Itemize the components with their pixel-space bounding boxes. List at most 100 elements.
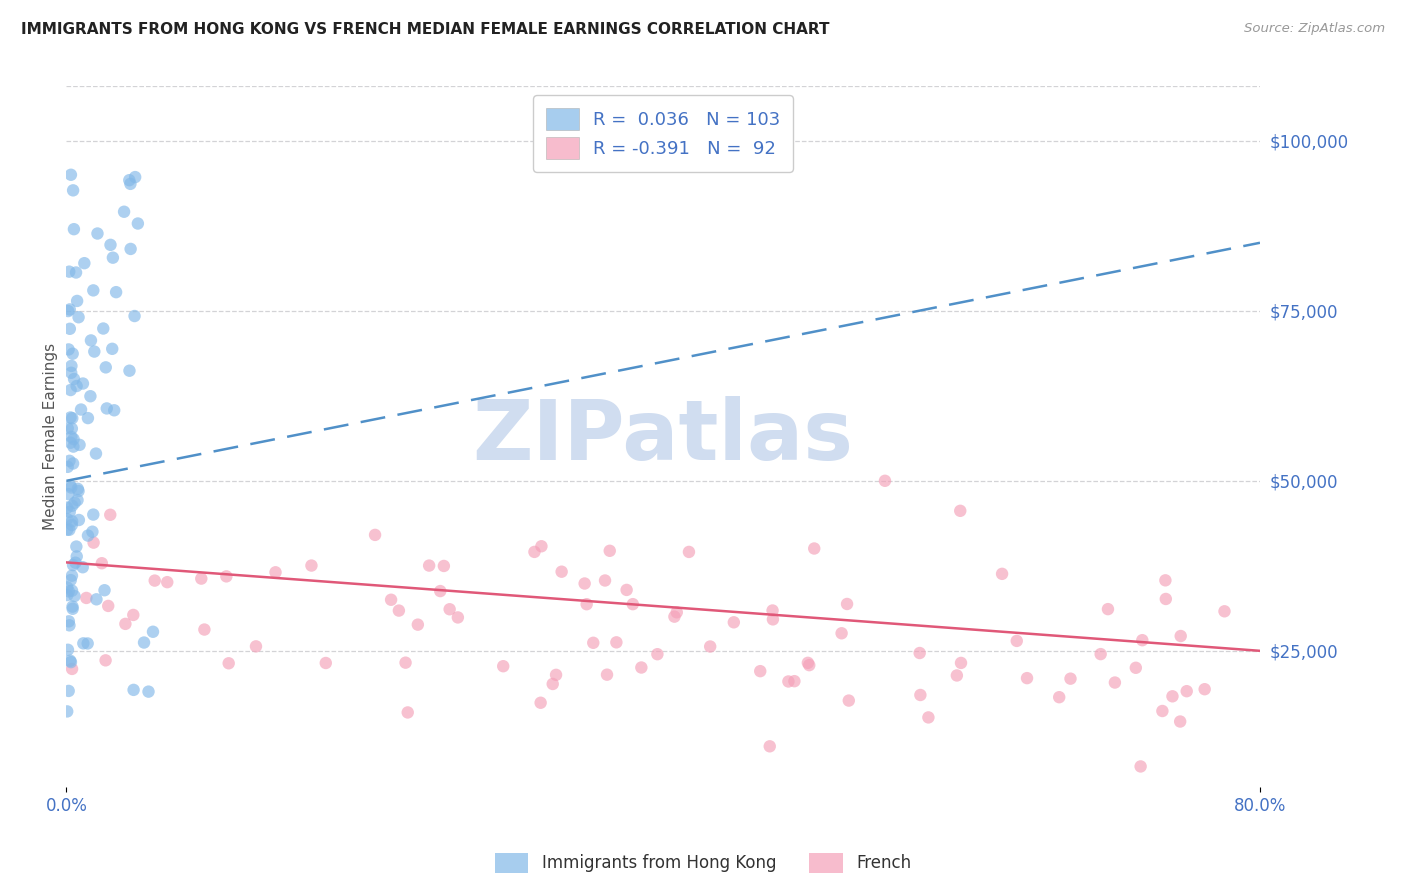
Point bbox=[62, 457, 84, 471]
Point bbox=[678, 545, 700, 559]
Point bbox=[59, 505, 82, 519]
Point bbox=[1213, 604, 1236, 618]
Point bbox=[60, 411, 83, 425]
Point bbox=[56, 523, 79, 537]
Point bbox=[69, 438, 91, 452]
Point bbox=[66, 549, 89, 564]
Point bbox=[1130, 633, 1153, 648]
Point bbox=[100, 238, 122, 252]
Point bbox=[101, 342, 124, 356]
Point bbox=[156, 575, 179, 590]
Point bbox=[112, 204, 135, 219]
Point bbox=[530, 696, 553, 710]
Point bbox=[86, 227, 108, 241]
Point bbox=[58, 684, 80, 698]
Point bbox=[799, 658, 821, 673]
Point bbox=[388, 604, 411, 618]
Point bbox=[783, 674, 806, 689]
Point bbox=[838, 693, 860, 707]
Point bbox=[56, 500, 79, 515]
Point bbox=[950, 656, 973, 670]
Point bbox=[647, 647, 669, 661]
Point bbox=[60, 499, 83, 513]
Point bbox=[544, 668, 567, 682]
Point bbox=[59, 654, 82, 668]
Point bbox=[62, 432, 84, 446]
Point bbox=[124, 170, 146, 185]
Text: Source: ZipAtlas.com: Source: ZipAtlas.com bbox=[1244, 22, 1385, 36]
Point bbox=[70, 402, 93, 417]
Point bbox=[60, 421, 83, 435]
Point bbox=[59, 322, 82, 336]
Point bbox=[380, 592, 402, 607]
Point bbox=[835, 597, 858, 611]
Point bbox=[62, 558, 84, 573]
Point bbox=[63, 372, 86, 386]
Point bbox=[118, 173, 141, 187]
Point bbox=[60, 514, 83, 528]
Point bbox=[84, 446, 107, 460]
Point bbox=[105, 285, 128, 300]
Point bbox=[122, 682, 145, 697]
Point bbox=[58, 343, 80, 357]
Point bbox=[67, 310, 90, 325]
Point bbox=[62, 440, 84, 454]
Point bbox=[762, 612, 785, 626]
Point bbox=[93, 583, 115, 598]
Point bbox=[67, 483, 90, 498]
Point bbox=[1047, 690, 1070, 705]
Point bbox=[1090, 647, 1112, 661]
Point bbox=[550, 565, 572, 579]
Point bbox=[664, 609, 686, 624]
Point bbox=[60, 583, 83, 598]
Point bbox=[59, 435, 82, 450]
Point bbox=[439, 602, 461, 616]
Point bbox=[56, 512, 79, 526]
Point bbox=[605, 635, 627, 649]
Point bbox=[67, 513, 90, 527]
Point bbox=[1154, 591, 1177, 606]
Point bbox=[72, 560, 94, 574]
Point bbox=[429, 584, 451, 599]
Point bbox=[1129, 759, 1152, 773]
Point bbox=[82, 284, 104, 298]
Point bbox=[56, 581, 79, 595]
Point bbox=[73, 256, 96, 270]
Point bbox=[82, 524, 104, 539]
Point bbox=[723, 615, 745, 630]
Point bbox=[593, 574, 616, 588]
Point bbox=[59, 168, 82, 182]
Point bbox=[143, 574, 166, 588]
Point bbox=[596, 667, 619, 681]
Point bbox=[101, 251, 124, 265]
Point bbox=[1059, 672, 1081, 686]
Point bbox=[62, 601, 84, 615]
Point bbox=[98, 508, 121, 522]
Point bbox=[575, 597, 598, 611]
Point bbox=[1154, 574, 1177, 588]
Point bbox=[58, 454, 80, 468]
Point bbox=[56, 421, 79, 435]
Point bbox=[59, 302, 82, 317]
Point bbox=[1175, 684, 1198, 698]
Point bbox=[245, 640, 267, 654]
Point bbox=[79, 389, 101, 403]
Point bbox=[699, 640, 721, 654]
Point bbox=[758, 739, 780, 754]
Point bbox=[60, 359, 83, 373]
Point bbox=[193, 623, 215, 637]
Point bbox=[1161, 690, 1184, 704]
Point bbox=[58, 615, 80, 629]
Point bbox=[949, 504, 972, 518]
Point bbox=[1194, 682, 1216, 697]
Point bbox=[1005, 634, 1028, 648]
Point bbox=[97, 599, 120, 613]
Point bbox=[364, 528, 387, 542]
Point bbox=[908, 646, 931, 660]
Point bbox=[1168, 714, 1191, 729]
Point bbox=[215, 569, 238, 583]
Point bbox=[62, 347, 84, 361]
Point bbox=[91, 321, 114, 335]
Point bbox=[917, 710, 939, 724]
Point bbox=[82, 508, 104, 522]
